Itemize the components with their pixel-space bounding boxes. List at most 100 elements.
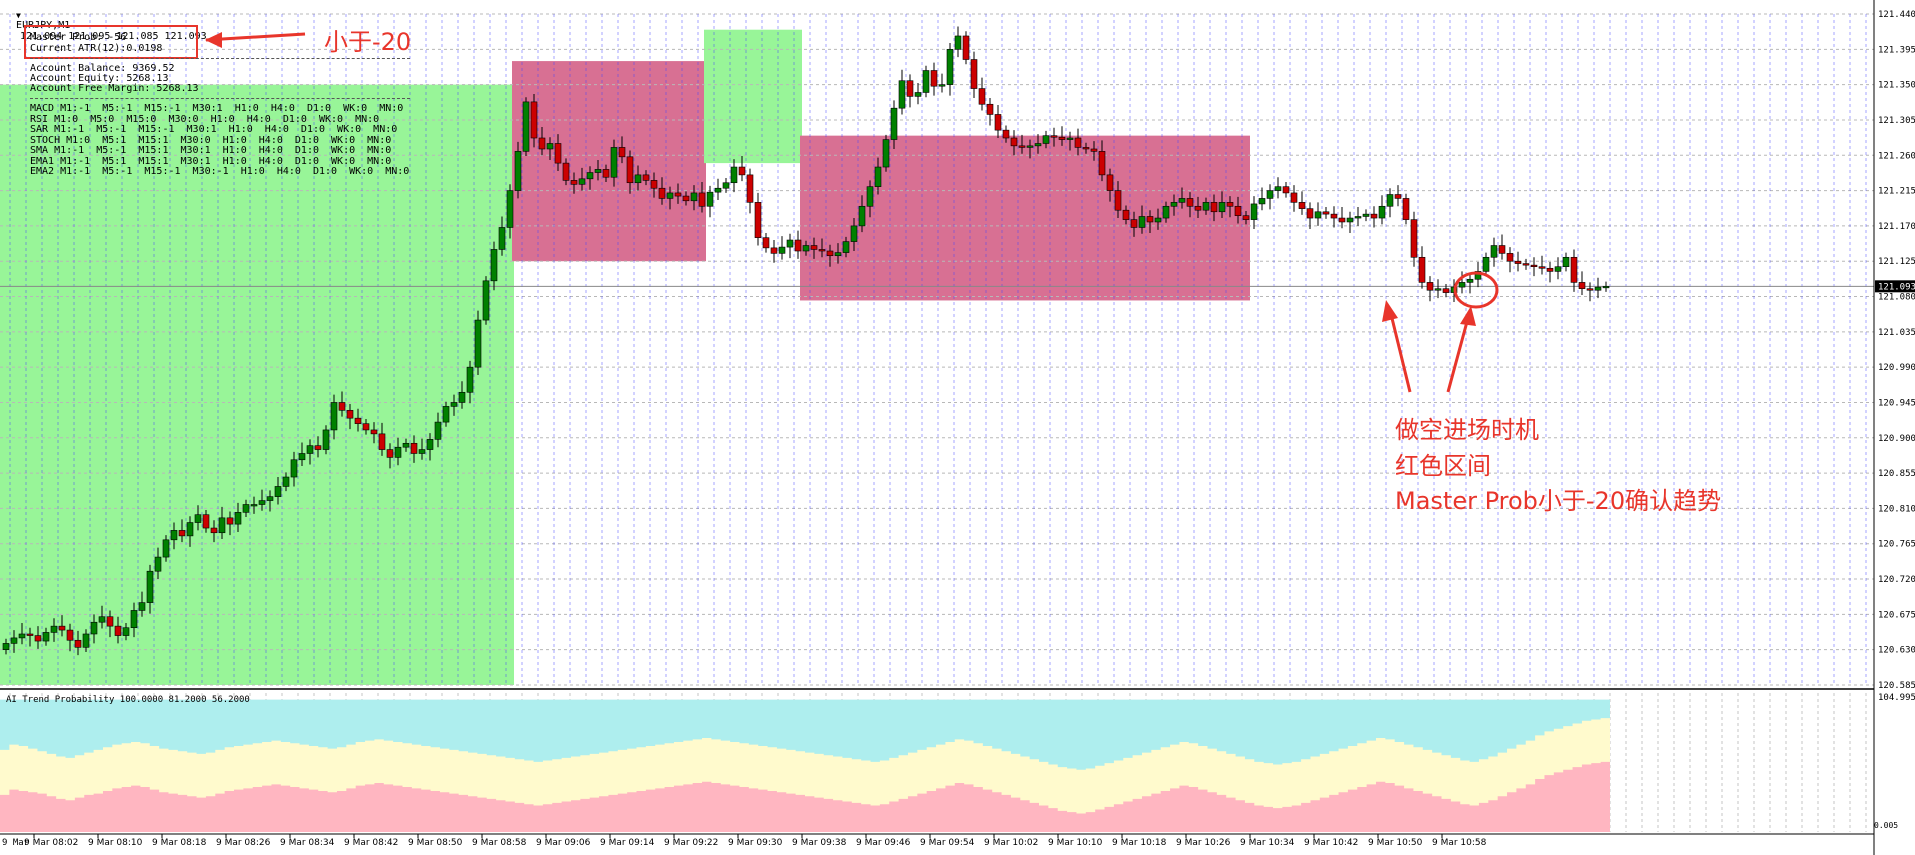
candle — [410, 435, 418, 463]
candle — [858, 195, 866, 233]
candle-body-bear — [226, 517, 234, 525]
time-tick-label: 9 Mar 10:42 — [1304, 838, 1358, 848]
candle-body-bear — [962, 35, 970, 60]
candle-body-bull — [1250, 203, 1258, 220]
candle — [1162, 201, 1170, 223]
candle-body-bear — [66, 629, 74, 641]
candle-body-bull — [82, 633, 90, 648]
candle — [898, 69, 906, 115]
candle — [1338, 207, 1346, 229]
candle-body-bull — [290, 459, 298, 478]
candle-body-bear — [650, 180, 658, 189]
candle-body-bear — [978, 88, 986, 105]
candle-body-bull — [1154, 217, 1162, 223]
price-tick-label: 121.350 — [1878, 81, 1915, 91]
candle — [674, 183, 682, 204]
candle — [1042, 130, 1050, 149]
signal-row: RSI M1:0 M5:0 M15:0 M30:0 H1:0 H4:0 D1:0… — [30, 113, 380, 125]
candle — [794, 230, 802, 259]
candle-body-bull — [522, 101, 530, 152]
candle — [786, 233, 794, 259]
candle — [386, 443, 394, 469]
candle-body-bull — [834, 252, 842, 257]
arrow-to-circle — [1446, 317, 1470, 393]
candle — [370, 422, 378, 444]
candle — [122, 623, 130, 641]
candle — [130, 602, 138, 638]
price-tick-label: 120.630 — [1878, 646, 1915, 656]
candle-body-bear — [58, 625, 66, 631]
candle — [426, 433, 434, 461]
candle — [1362, 209, 1370, 222]
candle-body-bull — [858, 205, 866, 227]
candle-body-bear — [674, 192, 682, 197]
candle — [402, 438, 410, 452]
candle — [1346, 211, 1354, 233]
candle-body-bear — [746, 174, 754, 203]
candle-body-bear — [554, 143, 562, 164]
candle — [322, 425, 330, 455]
candle — [1002, 125, 1010, 143]
candle-body-bear — [370, 429, 378, 435]
candle-body-bear — [1426, 282, 1434, 291]
candle — [706, 185, 714, 218]
annotation-arrows — [205, 32, 1499, 393]
candle — [1114, 181, 1122, 219]
price-tick-label: 120.990 — [1878, 363, 1915, 373]
header-arrow-icon[interactable]: ▼ — [16, 10, 21, 20]
candle — [978, 77, 986, 111]
candle-body-bull — [42, 632, 50, 642]
candle-body-bull — [146, 570, 154, 603]
candle-body-bull — [1386, 194, 1394, 207]
candle-body-bull — [434, 421, 442, 440]
candle — [50, 618, 58, 642]
candle — [906, 74, 914, 108]
time-tick-label: 9 Mar 09:30 — [728, 838, 783, 848]
candle — [1490, 237, 1498, 267]
candle-body-bear — [530, 101, 538, 139]
candle-body-bull — [1178, 198, 1186, 203]
candle — [658, 177, 666, 205]
candle-body-bull — [506, 190, 514, 228]
candle-body-bear — [1578, 282, 1586, 289]
candle — [834, 243, 842, 264]
candle — [1546, 261, 1554, 283]
candle-body-bear — [1418, 256, 1426, 283]
candle-body-bull — [498, 227, 506, 250]
candle-body-bear — [1234, 205, 1242, 216]
candle-body-bear — [658, 187, 666, 199]
candle — [170, 522, 178, 550]
time-tick-label: 9 Mar 08:58 — [472, 838, 527, 848]
candle-body-bull — [450, 402, 458, 407]
candle — [378, 422, 386, 456]
candle — [1210, 194, 1218, 222]
indicator-title: AI Trend Probability 100.0000 81.2000 56… — [6, 695, 250, 705]
candle — [1058, 126, 1066, 146]
price-tick-label: 120.855 — [1878, 469, 1915, 479]
candle — [1578, 271, 1586, 295]
candle — [482, 276, 490, 325]
candle — [850, 218, 858, 252]
highlight-zone-green — [704, 29, 802, 164]
annotation-line-2: 红色区间 — [1395, 452, 1491, 480]
candle-body-bull — [234, 512, 242, 525]
candle — [346, 404, 354, 430]
candle-body-bull — [274, 486, 282, 497]
candle-body-bull — [242, 504, 250, 513]
candle — [1170, 194, 1178, 216]
candle-body-bear — [1018, 145, 1026, 148]
candle — [242, 499, 250, 518]
candle — [10, 630, 18, 653]
candle-body-bear — [1306, 208, 1314, 219]
candle — [394, 437, 402, 466]
candle — [82, 629, 90, 653]
candle-body-bear — [1010, 137, 1018, 147]
candle-body-bear — [378, 433, 386, 450]
candle — [882, 134, 890, 172]
time-tick-label: 9 Mar 09:38 — [792, 838, 847, 848]
time-tick-label: 9 Mar 09:46 — [856, 838, 911, 848]
candle-body-bull — [490, 249, 498, 282]
highlight-circle — [1453, 271, 1499, 309]
candle — [1234, 196, 1242, 224]
time-tick-label: 9 Mar 09:06 — [536, 838, 591, 848]
